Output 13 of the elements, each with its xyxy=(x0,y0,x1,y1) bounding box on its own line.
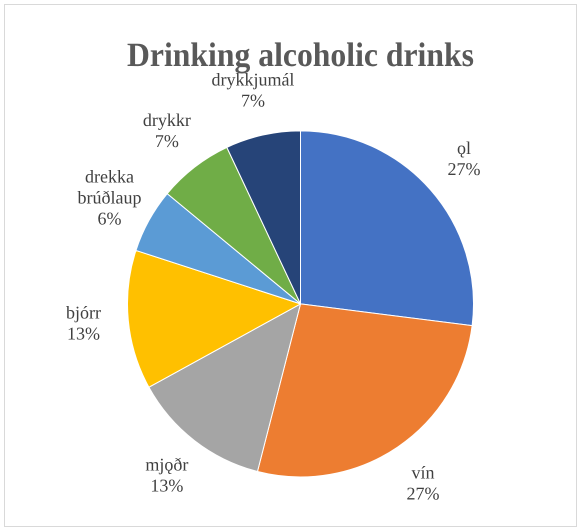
data-label: 27% xyxy=(406,483,440,504)
slice-label: drykkr xyxy=(142,110,191,130)
data-label: 7% xyxy=(154,130,179,151)
data-label: 7% xyxy=(240,90,265,110)
slice-label: ǫl xyxy=(457,138,472,158)
data-label: 6% xyxy=(97,208,122,229)
data-label: 27% xyxy=(448,158,481,179)
slice-label: vín xyxy=(412,462,435,482)
data-label: 13% xyxy=(150,475,184,496)
slice-label: drekka brúðlaup xyxy=(77,166,142,208)
data-label: 13% xyxy=(66,324,100,344)
slice-label: mjǫðr xyxy=(145,454,188,474)
slice-label: bjórr xyxy=(66,302,101,323)
